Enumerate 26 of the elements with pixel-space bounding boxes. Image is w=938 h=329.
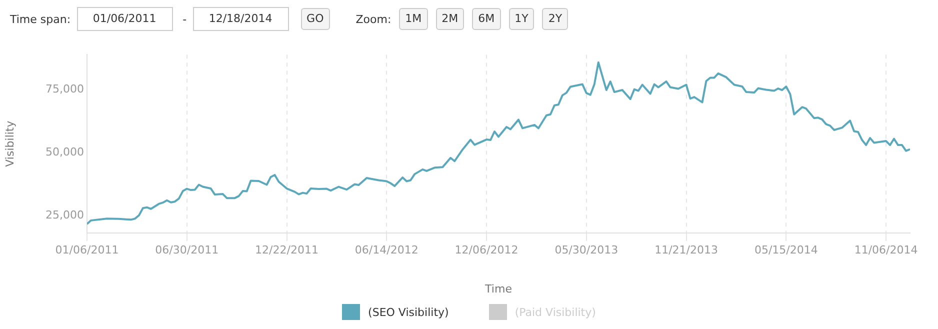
text: Zoom: — [356, 12, 392, 26]
y-tick-label: 75,000 — [46, 82, 84, 96]
text: 1M — [399, 8, 428, 30]
x-tick-label: 01/06/2011 — [55, 243, 119, 256]
x-tick-label: 12/22/2011 — [255, 243, 318, 256]
text: 2Y — [542, 8, 568, 30]
text: 01/06/2011 — [76, 7, 173, 31]
x-tick-label: 12/06/2012 — [454, 243, 518, 256]
x-axis-title: Time — [484, 282, 512, 296]
text: 6M — [472, 8, 501, 30]
x-tick-label: 05/30/2013 — [554, 243, 618, 256]
text: 12/18/2014 — [192, 7, 289, 31]
y-axis-title: Visibility — [3, 120, 16, 167]
x-tick-label: 11/21/2013 — [654, 243, 718, 256]
y-tick-label: 50,000 — [46, 145, 84, 158]
legend-label: (SEO Visibility) — [368, 306, 449, 318]
text: Time span: — [10, 12, 71, 26]
y-tick-label: 25,000 — [46, 208, 84, 222]
text: GO — [300, 8, 330, 30]
x-tick-label: 11/06/2014 — [854, 243, 918, 256]
x-tick-label: 05/15/2014 — [754, 243, 818, 256]
text: 2M — [436, 8, 464, 30]
x-tick-label: 06/14/2012 — [354, 243, 418, 256]
x-tick-label: 06/30/2011 — [155, 243, 219, 256]
text: - — [182, 12, 187, 26]
text: 1Y — [508, 8, 534, 30]
